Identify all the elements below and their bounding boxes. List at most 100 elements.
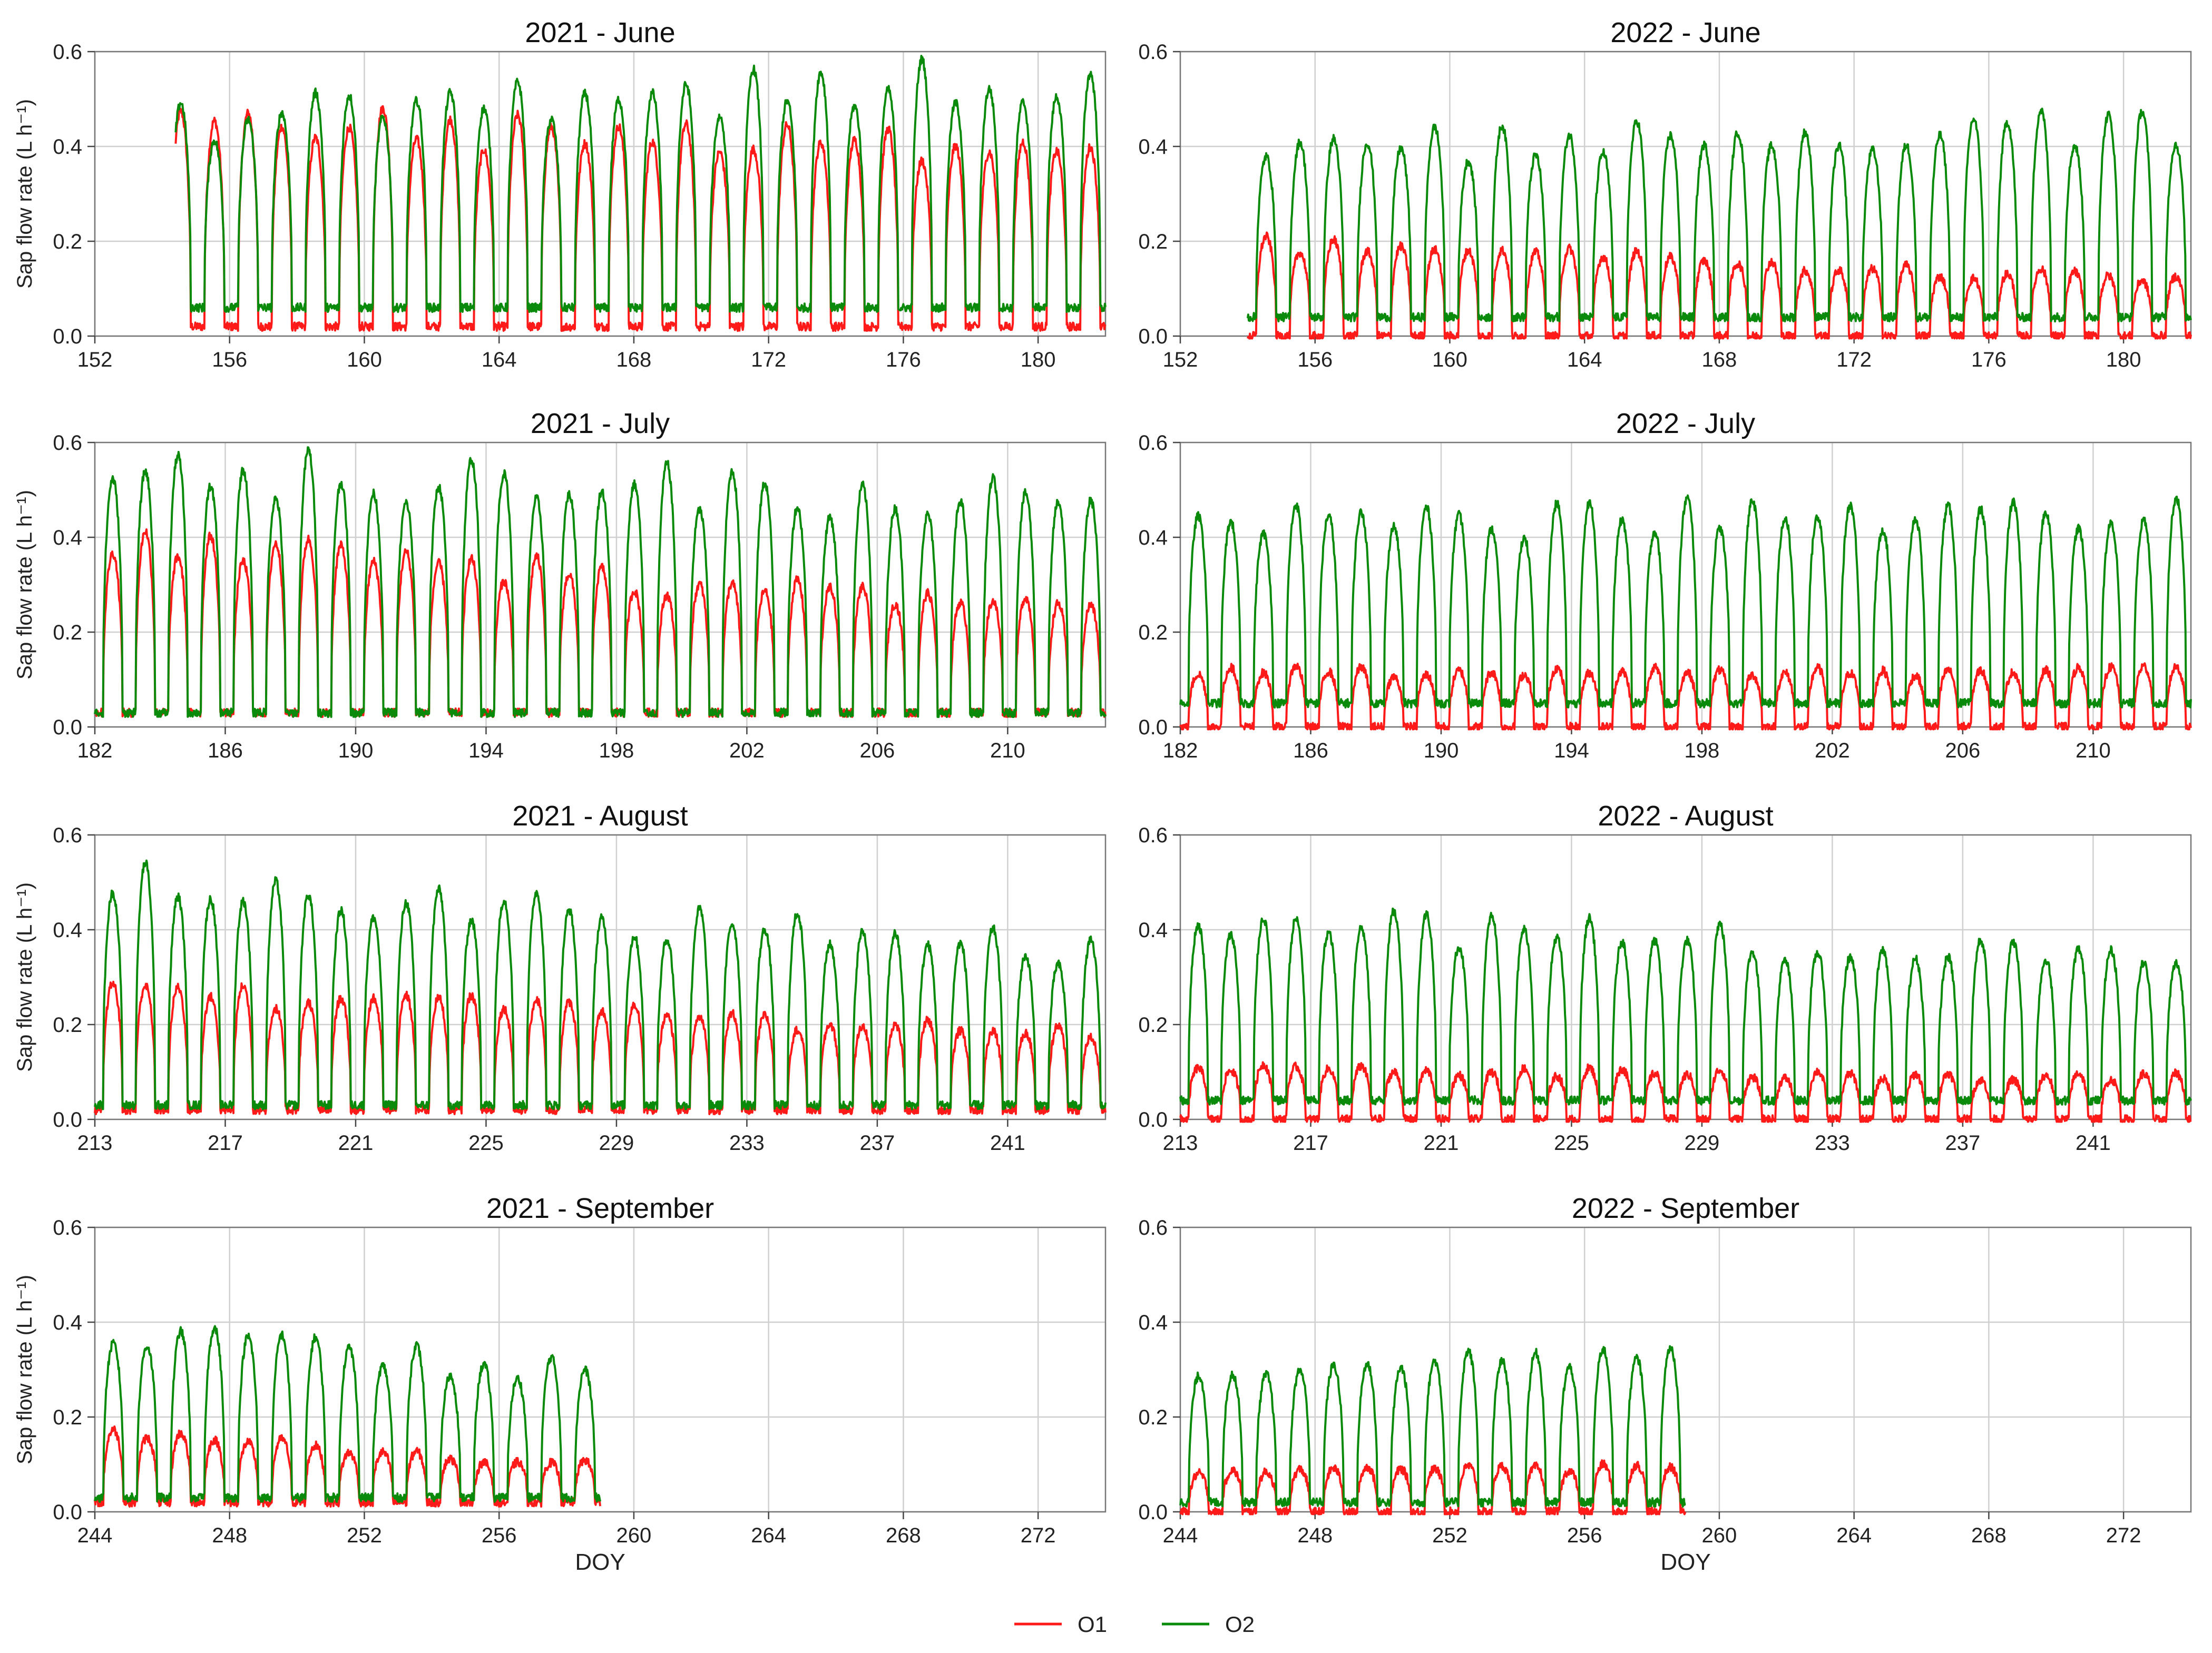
panel-3: 0.0 0.2 0.4 0.6 182 186 190 194 198 202 206 210 2022… [1138, 408, 2192, 762]
x-tick-label: 237 [1945, 1131, 1981, 1155]
y-tick-label: 0.2 [53, 1406, 82, 1429]
x-tick-label: 252 [347, 1524, 382, 1547]
x-tick-label: 268 [1971, 1524, 2007, 1547]
y-tick-label: 0.0 [1138, 1501, 1168, 1524]
x-tick-label: 198 [1685, 739, 1720, 762]
legend: O1 O2 [1014, 1612, 1255, 1637]
x-tick-label: 202 [1815, 739, 1850, 762]
y-tick-label: 0.4 [53, 919, 82, 942]
x-tick-label: 206 [1945, 739, 1981, 762]
x-axis-label: DOY [1660, 1549, 1710, 1575]
x-tick-label: 225 [468, 1131, 504, 1155]
plot-frame [1179, 1226, 2192, 1513]
panel-6: 0.0 0.2 0.4 0.6 244 248 252 256 260 264 268 272 2021… [13, 1193, 1107, 1575]
panel-4: 0.0 0.2 0.4 0.6 213 217 221 225 229 233 237 241 2021… [13, 800, 1107, 1155]
x-tick-label: 217 [208, 1131, 243, 1155]
y-tick-label: 0.4 [53, 135, 82, 159]
x-tick-label: 182 [1163, 739, 1198, 762]
x-tick-label: 229 [599, 1131, 634, 1155]
series-line-o2 [94, 1325, 601, 1503]
x-tick-label: 244 [77, 1524, 113, 1547]
series-line-o1 [1179, 662, 2192, 731]
x-tick-label: 190 [338, 739, 374, 762]
x-tick-label: 156 [212, 348, 247, 371]
panel-0: 0.0 0.2 0.4 0.6 152 156 160 164 168 172 176 180 2021… [13, 17, 1107, 371]
series-line-o2 [94, 859, 1107, 1111]
x-tick-label: 237 [860, 1131, 895, 1155]
panel-title: 2022 - June [1610, 17, 1760, 48]
x-tick-label: 176 [1971, 348, 2007, 371]
panel-title: 2021 - August [512, 800, 688, 832]
y-tick-label: 0.0 [1138, 325, 1168, 348]
x-tick-label: 256 [1567, 1524, 1602, 1547]
y-tick-label: 0.0 [53, 325, 82, 348]
x-tick-label: 194 [468, 739, 504, 762]
series-line-o1 [174, 105, 1107, 332]
x-tick-label: 260 [616, 1524, 652, 1547]
x-axis-label: DOY [575, 1549, 625, 1575]
plot-frame [94, 1226, 1107, 1513]
x-tick-label: 233 [1815, 1131, 1850, 1155]
x-tick-label: 202 [729, 739, 765, 762]
y-tick-label: 0.6 [1138, 41, 1168, 64]
panel-2: 0.0 0.2 0.4 0.6 182 186 190 194 198 202 206 210 2021… [13, 408, 1107, 762]
y-axis-label: Sap flow rate (L h⁻¹) [13, 882, 36, 1072]
y-tick-label: 0.0 [1138, 716, 1168, 739]
y-axis-label: Sap flow rate (L h⁻¹) [13, 490, 36, 680]
x-tick-label: 180 [2106, 348, 2141, 371]
series-line-o1 [1179, 1459, 1687, 1516]
x-tick-label: 152 [1163, 348, 1198, 371]
y-tick-label: 0.0 [53, 1108, 82, 1131]
y-tick-label: 0.2 [1138, 621, 1168, 644]
x-tick-label: 210 [990, 739, 1025, 762]
x-tick-label: 213 [1163, 1131, 1198, 1155]
y-tick-label: 0.0 [53, 1501, 82, 1524]
y-tick-label: 0.2 [53, 1014, 82, 1037]
x-tick-label: 160 [1432, 348, 1467, 371]
panel-title: 2022 - August [1598, 800, 1773, 832]
x-tick-label: 194 [1554, 739, 1589, 762]
x-tick-label: 186 [1293, 739, 1328, 762]
plot-frame [1179, 441, 2192, 728]
y-tick-label: 0.2 [53, 621, 82, 644]
x-tick-label: 233 [729, 1131, 765, 1155]
x-tick-label: 206 [860, 739, 895, 762]
x-tick-label: 172 [751, 348, 786, 371]
y-tick-label: 0.6 [53, 824, 82, 847]
y-tick-label: 0.4 [53, 526, 82, 549]
y-tick-label: 0.2 [53, 230, 82, 253]
y-tick-label: 0.2 [1138, 1406, 1168, 1429]
x-tick-label: 272 [1021, 1524, 1056, 1547]
x-tick-label: 256 [482, 1524, 517, 1547]
x-tick-label: 210 [2076, 739, 2111, 762]
x-tick-label: 213 [77, 1131, 113, 1155]
y-axis-label: Sap flow rate (L h⁻¹) [13, 99, 36, 289]
x-tick-label: 225 [1554, 1131, 1589, 1155]
x-tick-label: 241 [990, 1131, 1025, 1155]
x-tick-label: 252 [1432, 1524, 1467, 1547]
x-tick-label: 156 [1297, 348, 1333, 371]
x-tick-label: 244 [1163, 1524, 1198, 1547]
series-line-o2 [1179, 1345, 1686, 1508]
plot-frame [1179, 834, 2192, 1120]
legend-label-o1: O1 [1078, 1612, 1107, 1637]
plot-frame [1179, 51, 2192, 337]
x-tick-label: 190 [1424, 739, 1459, 762]
x-tick-label: 248 [212, 1524, 247, 1547]
panel-7: 0.0 0.2 0.4 0.6 244 248 252 256 260 264 268 272 2022… [1138, 1193, 2192, 1575]
y-tick-label: 0.6 [1138, 431, 1168, 455]
series-line-o1 [94, 1425, 601, 1508]
legend-label-o2: O2 [1225, 1612, 1255, 1637]
x-tick-label: 186 [208, 739, 243, 762]
y-tick-label: 0.4 [1138, 1311, 1168, 1334]
y-tick-label: 0.0 [53, 716, 82, 739]
panel-1: 0.0 0.2 0.4 0.6 152 156 160 164 168 172 176 180 2022… [1138, 17, 2192, 371]
x-tick-label: 182 [77, 739, 113, 762]
x-tick-label: 198 [599, 739, 634, 762]
series-line-o2 [174, 55, 1107, 313]
y-tick-label: 0.6 [53, 41, 82, 64]
y-tick-label: 0.4 [53, 1311, 82, 1334]
plot-frame [94, 51, 1107, 337]
plot-frame [94, 441, 1107, 728]
